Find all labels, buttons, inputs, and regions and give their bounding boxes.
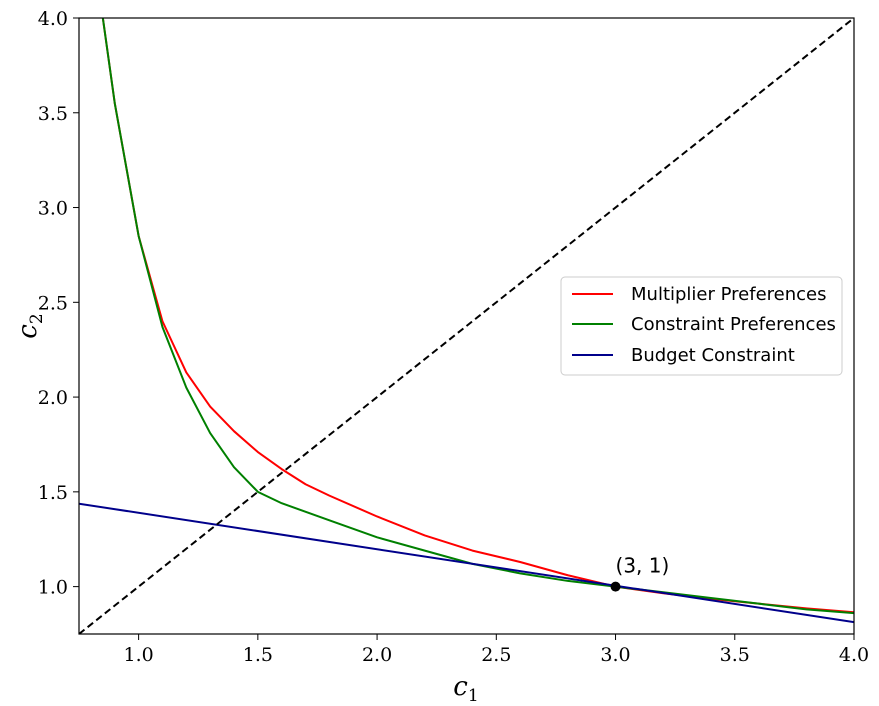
highlight-point (610, 581, 621, 592)
legend: Multiplier Preferences Constraint Prefer… (560, 276, 843, 376)
x-tick-label: 1.5 (243, 644, 273, 666)
y-tick-label: 2.0 (38, 387, 68, 409)
y-axis-label: c2 (13, 313, 47, 338)
legend-label-constraint: Constraint Preferences (631, 314, 836, 335)
y-tick-label: 4.0 (38, 8, 68, 30)
points-layer: (3, 1) (610, 554, 670, 592)
x-tick-label: 1.0 (124, 644, 154, 666)
y-tick-label: 1.5 (38, 482, 68, 504)
y-axis-ticks: 1.0 1.5 2.0 2.5 3.0 3.5 4.0 (38, 8, 79, 599)
x-tick-label: 3.0 (600, 644, 630, 666)
y-axis-label-sub: 2 (27, 313, 47, 324)
point-annotation: (3, 1) (616, 554, 670, 578)
x-tick-label: 2.0 (362, 644, 392, 666)
x-axis-ticks: 1.0 1.5 2.0 2.5 3.0 3.5 4.0 (124, 634, 869, 666)
x-axis-label-main: c (453, 672, 468, 702)
y-tick-label: 1.0 (38, 577, 68, 599)
x-axis-label-sub: 1 (468, 686, 479, 706)
x-tick-label: 4.0 (839, 644, 869, 666)
y-tick-label: 3.5 (38, 103, 68, 125)
plot-frame (78, 17, 855, 635)
legend-label-budget: Budget Constraint (631, 345, 795, 366)
series-line-budget-constraint (79, 502, 854, 624)
legend-label-multiplier: Multiplier Preferences (631, 284, 827, 305)
x-axis-label: c1 (453, 672, 478, 706)
series-line-constraint-preferences (101, 18, 854, 615)
x-tick-label: 2.5 (481, 644, 511, 666)
series-layer (79, 18, 854, 634)
y-axis-label-main: c (13, 324, 43, 339)
y-tick-label: 3.0 (38, 198, 68, 220)
x-tick-label: 3.5 (720, 644, 750, 666)
legend-box (560, 276, 843, 376)
y-tick-label: 2.5 (38, 292, 68, 314)
